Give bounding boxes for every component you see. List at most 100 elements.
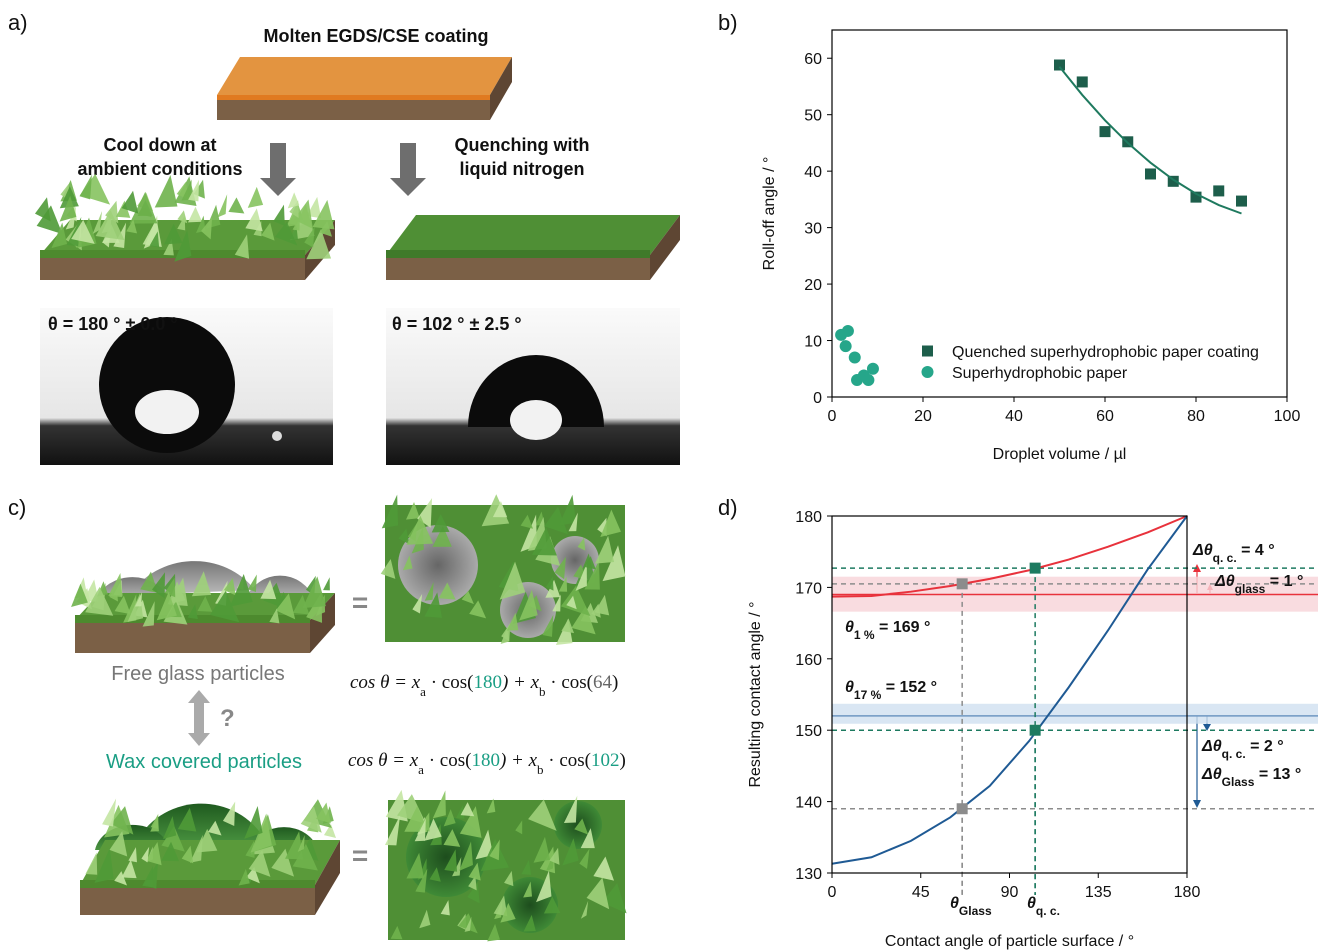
caption: Free glass particles <box>111 663 284 685</box>
equation-part: · cos( <box>546 672 593 693</box>
caption: Wax covered particles <box>106 751 302 773</box>
point <box>1236 196 1247 207</box>
equation-part: ) + x <box>501 672 540 693</box>
annotation-value: = 13 ° <box>1254 766 1301 783</box>
annotation-subscript: 1 % <box>854 628 875 642</box>
equation-part: ) <box>620 750 626 771</box>
point <box>1054 60 1065 71</box>
annotation: θ1 % = 169 ° <box>845 619 930 642</box>
point <box>1030 725 1041 736</box>
contact-angle: θ = 180 ° ± 0.0 ° <box>48 314 178 334</box>
question: ? <box>220 705 235 732</box>
annotation-symbol: θ <box>950 895 959 912</box>
annotation-symbol: Δθ <box>1201 738 1222 755</box>
crystal <box>217 194 227 217</box>
process-label: ambient conditions <box>77 159 242 179</box>
annotation-subscript: q. c. <box>1222 747 1246 761</box>
equation-part: 64 <box>593 672 613 693</box>
equation-part: 102 <box>591 750 620 771</box>
annotation-symbol: Δθ <box>1214 573 1235 590</box>
smooth-slab <box>386 215 680 280</box>
annotation: Δθq. c. = 4 ° <box>1192 542 1275 565</box>
annotation-symbol: Δθ <box>1201 766 1222 783</box>
charts: 0102030405060020406080100Quenched superh… <box>747 30 1318 950</box>
annotation-value: = 169 ° <box>875 619 931 636</box>
point <box>1213 185 1224 196</box>
y-axis-label: Resulting contact angle / ° <box>747 601 764 787</box>
x-axis-label: Contact angle of particle surface / ° <box>885 933 1134 950</box>
annotation-value: = 2 ° <box>1246 738 1284 755</box>
x-tick-label: 0 <box>828 884 837 901</box>
annotation-symbol: θ <box>1027 895 1036 912</box>
double-arrow <box>188 690 210 746</box>
band <box>832 704 1318 724</box>
point <box>1100 126 1111 137</box>
annotation-subscript: q. c. <box>1213 551 1237 565</box>
x-tick-label: 60 <box>1096 408 1114 425</box>
y-tick-label: 0 <box>813 390 822 407</box>
panel-label: c) <box>8 495 26 520</box>
annotation: ΔθGlass = 13 ° <box>1201 766 1301 789</box>
y-tick-label: 40 <box>804 164 822 181</box>
x-tick-label: 135 <box>1085 884 1112 901</box>
panel-label: a) <box>8 10 28 35</box>
panel-label: d) <box>718 495 738 520</box>
panel-label: b) <box>718 10 738 35</box>
process-label: liquid nitrogen <box>460 159 585 179</box>
x-tick-label: 90 <box>1001 884 1019 901</box>
y-tick-label: 150 <box>795 723 822 740</box>
annotation: θGlass <box>950 895 992 918</box>
annotation-value: = 152 ° <box>881 679 937 696</box>
y-tick-label: 180 <box>795 509 822 526</box>
annotation: θq. c. <box>1027 895 1060 918</box>
crystal <box>155 175 178 208</box>
process-label: Cool down at <box>104 135 217 155</box>
coating-title: Molten EGDS/CSE coating <box>263 26 488 46</box>
point <box>1030 563 1041 574</box>
x-tick-label: 80 <box>1187 408 1205 425</box>
equation-part: cos θ = x <box>350 672 421 693</box>
equation-part: · cos( <box>544 750 591 771</box>
annotation: Δθq. c. = 2 ° <box>1201 738 1284 761</box>
x-tick-label: 40 <box>1005 408 1023 425</box>
equation-part: · cos( <box>426 672 473 693</box>
x-tick-label: 20 <box>914 408 932 425</box>
equation: cos θ = xa · cos(180) + xb · cos(102) <box>348 750 626 777</box>
process-label: Quenching with <box>455 135 590 155</box>
annotation-symbol: θ <box>845 619 854 636</box>
y-tick-label: 140 <box>795 795 822 812</box>
equals: = <box>352 840 368 871</box>
x-tick-label: 45 <box>912 884 930 901</box>
contact-angle: θ = 102 ° ± 2.5 ° <box>392 314 522 334</box>
point <box>840 340 852 352</box>
y-tick-label: 20 <box>804 277 822 294</box>
crystal <box>323 577 330 590</box>
y-tick-label: 130 <box>795 866 822 883</box>
equals: = <box>352 587 368 618</box>
annotation-symbol: θ <box>845 679 854 696</box>
x-tick-label: 100 <box>1274 408 1301 425</box>
equation-part: · cos( <box>424 750 471 771</box>
point <box>957 803 968 814</box>
annotation-value: = 1 ° <box>1265 573 1303 590</box>
point <box>1077 76 1088 87</box>
annotation-subscript: Glass <box>959 904 992 918</box>
legend-marker <box>922 366 934 378</box>
crystal <box>248 187 263 208</box>
y-tick-label: 10 <box>804 334 822 351</box>
equations: cos θ = xa · cos(180) + xb · cos(64)cos … <box>348 672 626 777</box>
annotation: θ17 % = 152 ° <box>845 679 937 702</box>
y-tick-label: 160 <box>795 652 822 669</box>
point <box>849 351 861 363</box>
x-tick-label: 180 <box>1174 884 1201 901</box>
crystal <box>382 495 398 529</box>
legend-marker <box>922 346 933 357</box>
x-tick-label: 0 <box>828 408 837 425</box>
annotation-subscript: glass <box>1235 582 1266 596</box>
equation-part: 180 <box>471 750 500 771</box>
crystal <box>188 207 202 223</box>
equation-part: ) + x <box>499 750 538 771</box>
x-axis-label: Droplet volume / µl <box>993 446 1127 463</box>
point <box>862 374 874 386</box>
annotation-subscript: Glass <box>1222 775 1255 789</box>
